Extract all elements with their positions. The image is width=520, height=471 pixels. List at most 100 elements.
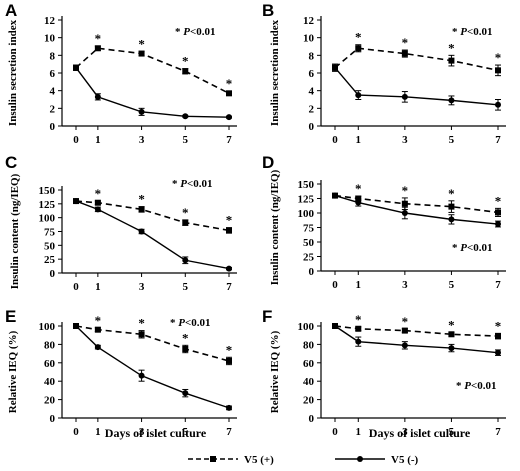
data-point bbox=[94, 326, 101, 333]
x-tick-label: 1 bbox=[356, 426, 362, 438]
x-tick-label: 7 bbox=[495, 426, 501, 438]
y-tick-label: 2 bbox=[50, 103, 56, 115]
x-tick-label: 5 bbox=[183, 134, 189, 146]
data-point bbox=[401, 50, 408, 57]
data-point bbox=[401, 93, 408, 100]
data-point bbox=[182, 346, 189, 352]
data-point bbox=[94, 199, 101, 206]
series-v5-plus: * * * * bbox=[73, 31, 232, 97]
data-point bbox=[226, 227, 232, 234]
data-point bbox=[495, 67, 501, 74]
y-axis-label: Insulin secretion index bbox=[269, 19, 281, 126]
data-point bbox=[448, 203, 455, 210]
series-v5-minus bbox=[73, 64, 232, 121]
legend-item-v5-plus: V5 (+) bbox=[188, 454, 274, 466]
data-point bbox=[448, 97, 455, 104]
data-point bbox=[355, 199, 362, 206]
y-tick-label: 12 bbox=[44, 15, 56, 27]
x-tick-label: 1 bbox=[95, 134, 101, 146]
series-v5-plus: * * * * bbox=[73, 186, 232, 234]
x-tick-label: 5 bbox=[449, 426, 455, 438]
x-tick-label: 3 bbox=[402, 279, 408, 291]
y-axis-label: Insulin content (ng/IEQ) bbox=[269, 169, 281, 285]
data-point bbox=[94, 344, 101, 351]
significance-star: * bbox=[95, 31, 102, 46]
series-v5-plus: * * * * bbox=[332, 312, 502, 340]
y-tick-label: 10 bbox=[44, 33, 56, 45]
significance-star: * bbox=[182, 54, 189, 69]
y-tick-label: 80 bbox=[303, 339, 315, 351]
y-tick-label: 40 bbox=[303, 376, 315, 388]
y-tick-label: 25 bbox=[303, 252, 315, 264]
y-tick-label: 60 bbox=[44, 358, 56, 370]
data-point bbox=[182, 68, 189, 75]
data-point bbox=[401, 210, 408, 216]
y-tick-label: 50 bbox=[303, 237, 315, 249]
y-tick-label: 150 bbox=[39, 185, 56, 197]
y-tick-label: 125 bbox=[39, 199, 56, 211]
significance-star: * bbox=[495, 193, 502, 208]
significance-note: * P<0.01 bbox=[456, 380, 497, 392]
data-point bbox=[73, 323, 79, 329]
data-point bbox=[355, 195, 362, 202]
y-tick-label: 0 bbox=[50, 413, 56, 425]
series-line bbox=[75, 200, 230, 232]
data-point bbox=[226, 114, 232, 121]
series-v5-minus bbox=[332, 323, 501, 356]
series-v5-minus bbox=[332, 63, 501, 111]
y-tick-label: 100 bbox=[298, 321, 315, 333]
x-tick-label: 1 bbox=[356, 279, 362, 291]
significance-note: * P<0.01 bbox=[172, 178, 213, 190]
significance-star: * bbox=[495, 318, 502, 333]
data-point bbox=[332, 323, 338, 329]
series-line bbox=[75, 67, 230, 118]
data-point bbox=[73, 198, 79, 205]
significance-star: * bbox=[448, 40, 455, 55]
x-tick-label: 0 bbox=[73, 281, 79, 293]
x-tick-label: 1 bbox=[356, 134, 362, 146]
data-point bbox=[495, 349, 501, 356]
data-point bbox=[448, 345, 455, 352]
y-tick-label: 2 bbox=[309, 103, 315, 115]
significance-star: * bbox=[355, 181, 362, 196]
data-point bbox=[182, 390, 189, 397]
y-tick-label: 75 bbox=[303, 223, 315, 235]
x-tick-label: 0 bbox=[73, 426, 79, 438]
panel-letter: A bbox=[5, 1, 17, 20]
data-point bbox=[355, 338, 362, 345]
y-tick-label: 25 bbox=[44, 254, 56, 266]
data-point bbox=[401, 327, 408, 334]
data-point bbox=[448, 331, 455, 338]
x-tick-label: 5 bbox=[449, 134, 455, 146]
series-v5-minus bbox=[73, 198, 232, 272]
data-point bbox=[182, 257, 189, 264]
x-tick-label: 3 bbox=[139, 134, 145, 146]
x-axis-label: Days of islet culture bbox=[105, 426, 207, 440]
data-point bbox=[401, 200, 408, 207]
series-line bbox=[334, 47, 499, 72]
y-tick-label: 0 bbox=[309, 266, 315, 278]
data-point bbox=[94, 45, 101, 52]
legend-marker bbox=[210, 456, 216, 462]
x-tick-label: 0 bbox=[332, 134, 338, 146]
y-axis-label: Relative IEQ (%) bbox=[7, 330, 19, 413]
y-tick-label: 100 bbox=[39, 321, 56, 333]
legend-label: V5 (+) bbox=[244, 454, 274, 466]
legend: V5 (+) V5 (-) bbox=[188, 454, 419, 466]
data-point bbox=[226, 265, 232, 272]
y-tick-label: 0 bbox=[309, 121, 315, 133]
significance-star: * bbox=[448, 186, 455, 201]
x-tick-label: 5 bbox=[183, 426, 189, 438]
y-tick-label: 6 bbox=[50, 68, 56, 80]
legend-marker bbox=[357, 456, 363, 462]
data-point bbox=[332, 64, 338, 71]
significance-star: * bbox=[95, 313, 102, 328]
data-point bbox=[138, 50, 145, 57]
significance-star: * bbox=[402, 314, 409, 329]
x-axis-label: Days of islet culture bbox=[369, 426, 471, 440]
significance-star: * bbox=[402, 35, 409, 50]
data-point bbox=[94, 206, 101, 213]
y-tick-label: 4 bbox=[50, 86, 56, 98]
